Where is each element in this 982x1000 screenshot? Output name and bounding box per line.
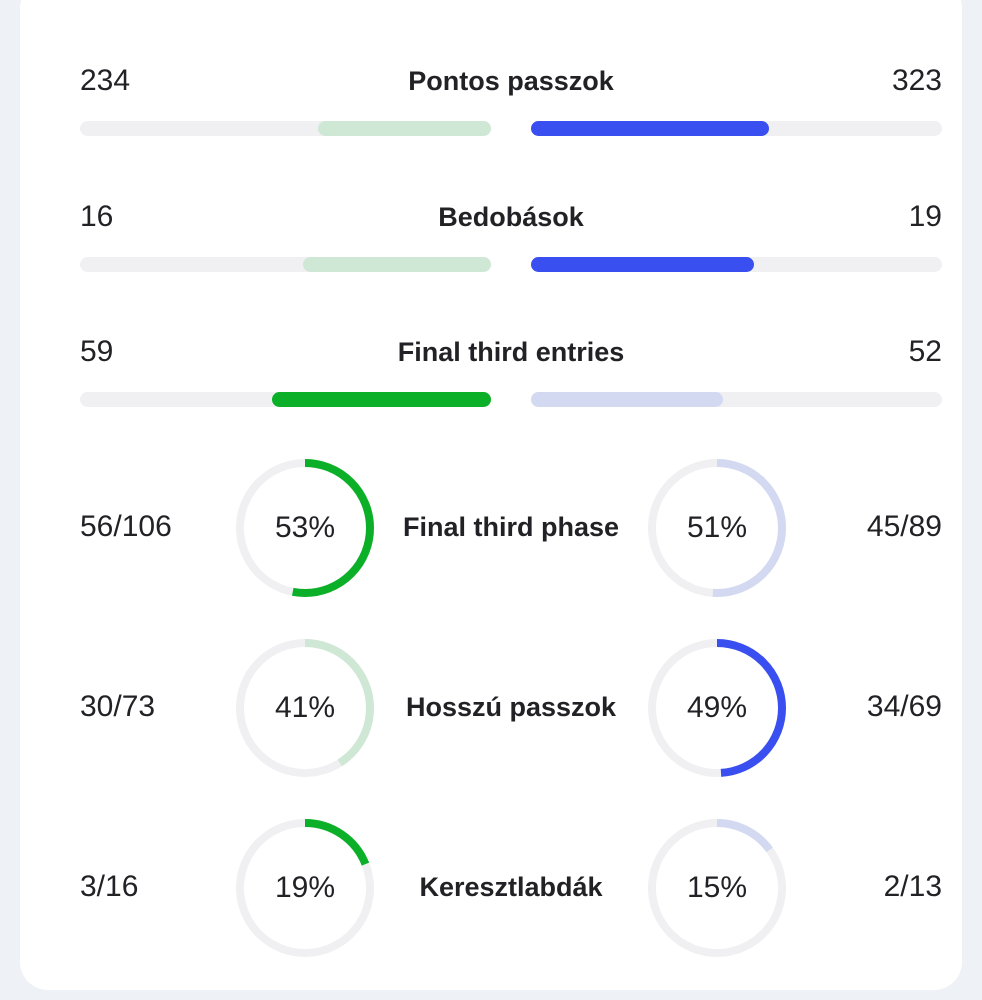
ring-arc <box>236 639 374 777</box>
home-bar-track <box>80 392 491 407</box>
away-percentage-ring: 49% <box>647 638 787 778</box>
ring-arc <box>648 819 786 957</box>
home-value: 59 <box>80 335 114 368</box>
stats-card: 234 Pontos passzok 323 16 Bedobások 19 5… <box>20 0 962 990</box>
stat-row-long-passes: 30/73 41% Hosszú passzok 49% 34/69 <box>80 633 942 783</box>
away-percentage: 49% <box>686 691 748 724</box>
stat-label: Hosszú passzok <box>405 692 617 722</box>
away-percentage-ring: 15% <box>647 818 787 958</box>
home-bar-fill <box>318 121 491 136</box>
away-value: 19 <box>908 200 942 233</box>
away-value: 323 <box>891 64 942 97</box>
stat-label: Keresztlabdák <box>419 872 603 902</box>
stat-row-throw-ins: 16 Bedobások 19 <box>80 197 942 287</box>
away-bar-fill <box>531 121 770 136</box>
away-bar-fill <box>531 392 724 407</box>
away-value: 52 <box>908 335 942 368</box>
ring-arc <box>236 819 374 957</box>
stat-label: Final third entries <box>397 337 625 367</box>
home-value: 30/73 <box>80 690 156 723</box>
ring-arc <box>648 459 786 597</box>
stat-label: Pontos passzok <box>408 66 614 96</box>
ring-graphic <box>236 819 374 957</box>
stat-row-final-third-entries: 59 Final third entries 52 <box>80 332 942 422</box>
home-value: 234 <box>80 64 131 97</box>
home-bar-track <box>80 257 491 272</box>
home-value: 56/106 <box>80 510 172 543</box>
away-bar-track <box>531 257 942 272</box>
home-bar-fill <box>303 257 491 272</box>
home-value: 16 <box>80 200 114 233</box>
away-bar-track <box>531 121 942 136</box>
ring-arc <box>648 639 786 777</box>
home-value: 3/16 <box>80 870 139 903</box>
ring-graphic <box>236 639 374 777</box>
away-bar-fill <box>531 257 755 272</box>
home-bar-fill <box>272 392 491 407</box>
home-percentage-ring: 53% <box>235 458 375 598</box>
away-bar-track <box>531 392 942 407</box>
stat-row-crosses: 3/16 19% Keresztlabdák 15% 2/13 <box>80 813 942 963</box>
away-percentage-ring: 51% <box>647 458 787 598</box>
ring-graphic <box>648 459 786 597</box>
home-percentage-ring: 19% <box>235 818 375 958</box>
home-percentage: 41% <box>274 691 336 724</box>
ring-arc <box>236 459 374 597</box>
away-value: 34/69 <box>866 690 942 723</box>
ring-graphic <box>648 639 786 777</box>
home-percentage: 53% <box>274 511 336 544</box>
away-percentage: 15% <box>686 871 748 904</box>
stat-label: Final third phase <box>402 512 620 542</box>
away-value: 45/89 <box>866 510 942 543</box>
stat-label: Bedobások <box>438 202 584 232</box>
stat-row-final-third-phase: 56/106 53% Final third phase 51% 45/89 <box>80 453 942 603</box>
home-percentage-ring: 41% <box>235 638 375 778</box>
away-value: 2/13 <box>883 870 942 903</box>
stat-row-accurate-passes: 234 Pontos passzok 323 <box>80 61 942 151</box>
ring-graphic <box>648 819 786 957</box>
home-bar-track <box>80 121 491 136</box>
ring-graphic <box>236 459 374 597</box>
home-percentage: 19% <box>274 871 336 904</box>
away-percentage: 51% <box>686 511 748 544</box>
